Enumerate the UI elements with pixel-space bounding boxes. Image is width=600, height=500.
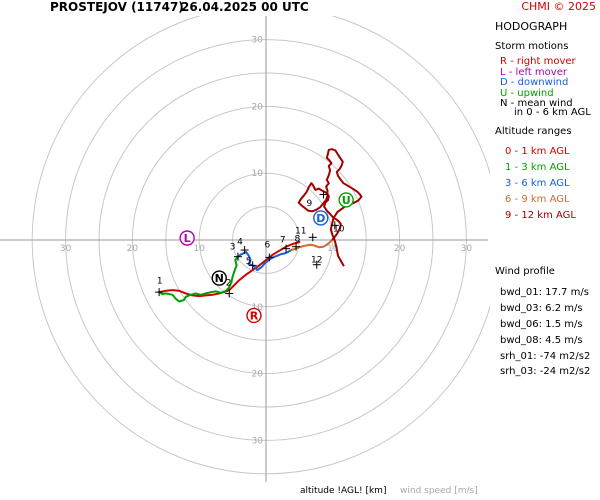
hodograph-segment <box>290 238 334 251</box>
altitude-mark-label: 9 <box>307 199 313 209</box>
axes <box>0 16 488 482</box>
y-tick-label: 10 <box>252 303 264 313</box>
valid-time: 26.04.2025 00 UTC <box>181 0 309 14</box>
x-tick-label: 10 <box>327 244 339 254</box>
copyright: CHMI © 2025 <box>521 0 596 13</box>
storm-marker-circle <box>313 210 329 226</box>
y-tick-label: 10 <box>252 169 264 179</box>
wind-profile-item: srh_03: -24 m2/s2 <box>500 366 591 377</box>
hodograph-segment <box>158 255 239 303</box>
y-tick-label: 30 <box>252 36 264 46</box>
y-tick-label: 30 <box>252 436 264 446</box>
storm-marker-circle <box>179 230 195 246</box>
altitude-range-legend-item: 3 - 6 km AGL <box>505 178 570 189</box>
wind-profile-item: bwd_03: 6.2 m/s <box>500 303 583 314</box>
altitude-mark-label: 12 <box>311 256 322 266</box>
storm-marker-circle <box>246 307 262 324</box>
x-tick-label: 30 <box>60 244 72 254</box>
altitude-range-legend-item: 1 - 3 km AGL <box>505 162 570 173</box>
altitude-mark-label: 6 <box>264 240 270 250</box>
altitude-range-legend-item: 0 - 1 km AGL <box>505 146 570 157</box>
storm-marker-letter: U <box>342 194 351 207</box>
x-tick-label: 10 <box>193 244 205 254</box>
altitude-mark-label: 10 <box>333 224 345 234</box>
x-tick-label: 20 <box>127 244 139 254</box>
storm-marker-letter: D <box>316 212 325 225</box>
storm-marker-circle <box>338 192 354 208</box>
altitude-range-legend-item: 6 - 9 km AGL <box>505 194 570 205</box>
wind-profile-item: bwd_08: 4.5 m/s <box>500 335 583 346</box>
wind-profile-item: bwd_06: 1.5 m/s <box>500 319 583 330</box>
altitude-range-legend-item: 9 - 12 km AGL <box>505 210 576 221</box>
hodograph-segment <box>236 249 293 272</box>
storm-marker-circle <box>211 270 227 286</box>
altitude-axis-note: altitude !AGL! [km] <box>300 486 387 496</box>
mean-wind-note: in 0 - 6 km AGL <box>514 107 591 118</box>
storm-marker-letter: N <box>215 272 224 285</box>
altitude-mark-label: 4 <box>237 238 243 248</box>
altitude-mark-label: 5 <box>246 257 252 267</box>
storm-motion-legend-item: R - right mover <box>500 56 576 67</box>
altitude-mark-label: 1 <box>157 276 163 286</box>
speed-axis-note: wind speed [m/s] <box>400 486 478 496</box>
storm-motion-legend-item: U - upwind <box>500 87 554 99</box>
altitude-mark-label: 2 <box>226 278 232 288</box>
storm-motion-markers: R L D U N <box>179 192 354 324</box>
wind-profile-item: bwd_01: 17.7 m/s <box>500 287 589 298</box>
wind-profile-title: Wind profile <box>495 266 555 277</box>
storm-marker-letter: L <box>184 232 191 245</box>
altitude-mark-label: 11 <box>295 226 306 236</box>
altitude-mark-label: 8 <box>295 234 301 244</box>
storm-marker-letter: R <box>250 309 259 322</box>
altitude-mark-label: 7 <box>280 236 286 246</box>
storm-motion-legend-item: D - downwind <box>500 77 569 88</box>
y-tick-label: 20 <box>252 370 264 380</box>
wind-profile-item: srh_01: -74 m2/s2 <box>500 351 591 362</box>
tick-labels: 30 20 10 10 20 30 30 20 10 10 20 30 <box>60 36 473 447</box>
storm-motion-legend-item: L - left mover <box>500 66 567 78</box>
storm-motions-title: Storm motions <box>495 41 569 52</box>
station-title: PROSTEJOV (11747) <box>50 0 184 14</box>
altitude-ranges-title: Altitude ranges <box>495 126 572 137</box>
storm-motion-legend-item: N - mean wind <box>500 98 573 109</box>
x-tick-label: 20 <box>394 244 406 254</box>
panel-title: HODOGRAPH <box>495 20 568 33</box>
y-tick-label: 20 <box>252 102 264 112</box>
x-tick-label: 30 <box>461 244 473 254</box>
altitude-mark-label: 3 <box>230 242 236 252</box>
